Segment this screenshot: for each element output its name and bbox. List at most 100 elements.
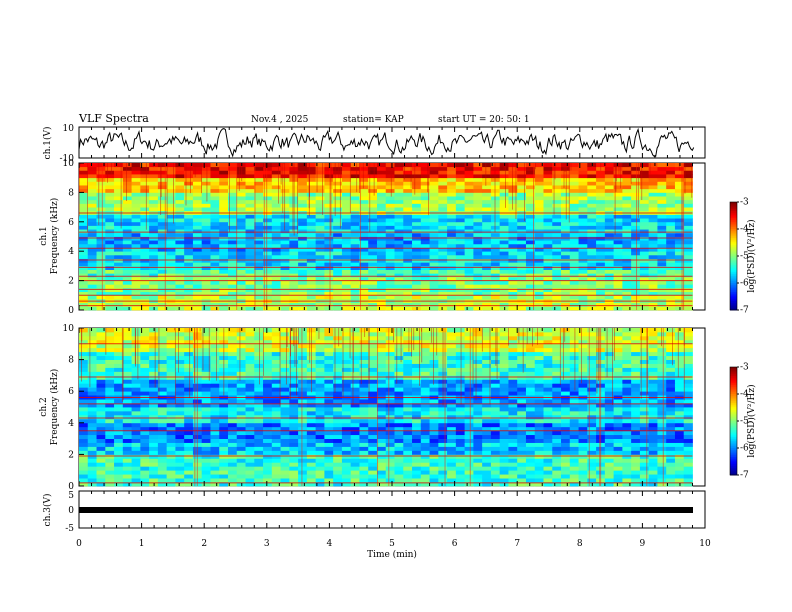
- spectrogram-cell: [131, 174, 141, 179]
- spectrogram-cell: [122, 302, 132, 307]
- spectrogram-cell: [192, 196, 203, 201]
- spectrogram-cell: [508, 225, 518, 230]
- spectrogram-cell: [219, 262, 229, 267]
- spectrogram-cell: [412, 221, 422, 226]
- spectrogram-cell: [298, 214, 308, 219]
- spectrogram-cell: [280, 306, 290, 311]
- spectrogram-cell: [412, 284, 422, 289]
- spectrogram-cell: [368, 218, 378, 223]
- spectrogram-cell: [569, 422, 579, 428]
- spectrogram-cell: [482, 203, 492, 208]
- spectrogram-cell: [219, 462, 229, 467]
- spectrogram-cell: [447, 170, 457, 175]
- spectrogram-cell: [552, 426, 562, 432]
- spectrogram-cell: [254, 422, 264, 428]
- spectrogram-cell: [604, 478, 614, 483]
- spectrogram-cell: [534, 229, 544, 234]
- spectrogram-cell: [482, 482, 492, 487]
- spectrogram-cell: [473, 391, 483, 396]
- spectrogram-cell: [412, 207, 422, 212]
- spectrogram-cell: [604, 422, 614, 428]
- spectrogram-cell: [429, 414, 439, 420]
- spectrogram-cell: [114, 170, 124, 175]
- spectrogram-cell: [455, 232, 466, 237]
- spectrogram-cell: [482, 306, 492, 311]
- spectrogram-cell: [175, 232, 185, 237]
- spectrogram-cell: [639, 426, 650, 432]
- spectrogram-cell: [525, 454, 536, 459]
- spectrogram-cell: [131, 265, 141, 270]
- spectrogram-cell: [114, 426, 124, 432]
- spectrogram-cell: [236, 450, 246, 455]
- spectrogram-cell: [499, 478, 509, 483]
- spectrogram-cell: [473, 199, 483, 204]
- spectrogram-cell: [683, 199, 693, 204]
- spectrogram-cell: [438, 207, 448, 212]
- spectrogram-cell: [543, 446, 553, 451]
- spectrogram-cell: [648, 295, 658, 300]
- spectrogram-cell: [648, 265, 658, 270]
- spectrogram-cell: [420, 446, 430, 451]
- spectrogram-cell: [219, 470, 229, 475]
- spectrogram-cell: [114, 482, 124, 487]
- spectrogram-cell: [534, 434, 544, 439]
- spectrogram-cell: [157, 177, 168, 182]
- spectrogram-cell: [166, 446, 176, 451]
- spectrogram-cell: [525, 302, 536, 307]
- spectrogram-cell: [227, 470, 238, 475]
- spectrogram-cell: [324, 229, 334, 234]
- spectrogram-cell: [192, 240, 203, 245]
- spectrogram-cell: [306, 251, 317, 256]
- spectrogram-cell: [210, 174, 220, 179]
- spectrogram-cell: [385, 262, 395, 267]
- spectrogram-cell: [613, 287, 623, 293]
- spectrogram-cell: [359, 192, 369, 197]
- spectrogram-cell: [306, 262, 317, 267]
- spectrogram-cell: [157, 399, 168, 404]
- spectrogram-cell: [587, 240, 597, 245]
- spectrogram-cell: [639, 240, 650, 245]
- spectrogram-cell: [184, 262, 194, 267]
- spectrogram-cell: [306, 414, 317, 420]
- spectrogram-cell: [447, 306, 457, 311]
- spectrogram-cell: [105, 450, 115, 455]
- spectrogram-cell: [534, 407, 544, 412]
- spectrogram-cell: [263, 426, 273, 432]
- spectrogram-cell: [122, 236, 132, 241]
- spectrogram-cell: [552, 434, 562, 439]
- spectrogram-cell: [420, 181, 430, 186]
- spectrogram-cell: [315, 410, 325, 416]
- spectrogram-cell: [227, 399, 238, 404]
- spectrogram-cell: [166, 287, 176, 293]
- spectrogram-cell: [385, 410, 395, 416]
- spectrogram-cell: [683, 446, 693, 451]
- spectrogram-cell: [473, 399, 483, 404]
- spectrogram-cell: [412, 177, 422, 182]
- spectrogram-cell: [359, 446, 369, 451]
- spectrogram-cell: [517, 458, 527, 463]
- spectrogram-cell: [184, 258, 194, 263]
- spectrogram-cell: [569, 438, 579, 443]
- spectrogram-cell: [578, 399, 588, 404]
- spectrogram-cell: [561, 403, 571, 408]
- spectrogram-cell: [473, 276, 483, 282]
- spectrogram-cell: [96, 287, 106, 293]
- spectrogram-cell: [613, 426, 623, 432]
- spectrogram-cell: [157, 462, 168, 467]
- spectrogram-cell: [359, 236, 369, 241]
- spectrogram-cell: [508, 458, 518, 463]
- spectrogram-cell: [271, 254, 281, 259]
- spectrogram-cell: [394, 185, 404, 190]
- spectrogram-cell: [236, 295, 246, 300]
- spectrogram-cell: [525, 232, 536, 237]
- spectrogram-cell: [131, 166, 141, 171]
- spectrogram-cell: [403, 454, 413, 459]
- spectrogram-cell: [534, 254, 544, 259]
- spectrogram-cell: [648, 399, 658, 404]
- spectrogram-cell: [306, 192, 317, 197]
- spectrogram-cell: [429, 203, 439, 208]
- spectrogram-cell: [631, 407, 641, 412]
- spectrogram-cell: [525, 188, 536, 193]
- spectrogram-cell: [455, 221, 466, 226]
- spectrogram-cell: [578, 454, 588, 459]
